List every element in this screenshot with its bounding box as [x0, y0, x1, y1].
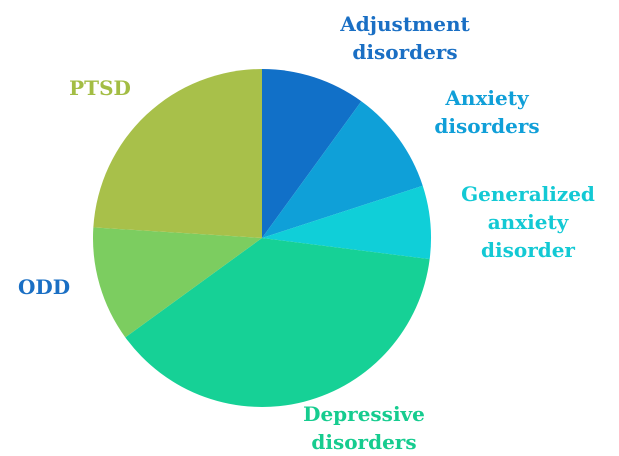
pie-slice [93, 69, 262, 238]
slice-label: Generalized anxiety disorder [461, 182, 595, 262]
slice-label: PTSD [69, 76, 131, 100]
slice-label: Adjustment disorders [340, 12, 470, 64]
pie-slice [93, 227, 262, 338]
slice-label: Anxiety disorders [434, 86, 540, 138]
pie-slice [125, 238, 430, 407]
pie-slice [262, 69, 362, 238]
slice-label: ODD [17, 275, 71, 299]
slice-label: Depressive disorders [303, 402, 425, 454]
pie-slice [262, 101, 423, 239]
pie-slice [262, 185, 431, 260]
